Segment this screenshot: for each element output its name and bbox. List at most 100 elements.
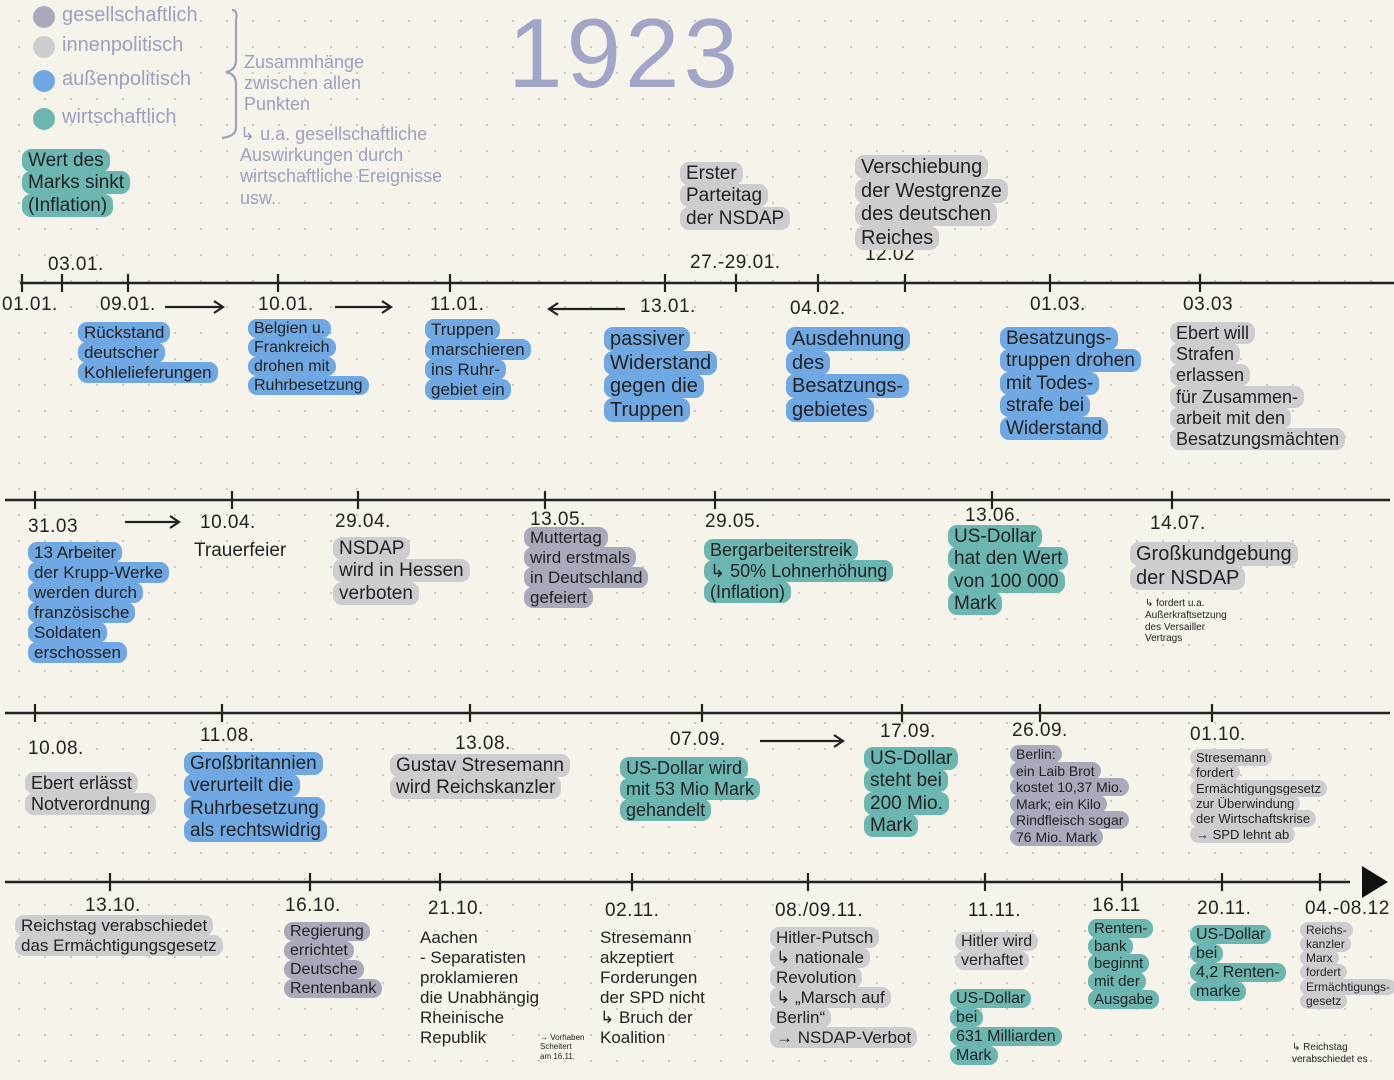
event-date: 01.10. [1190, 724, 1246, 745]
event-text-text: Hitler wird verhaftet [955, 932, 1039, 970]
event-text: US-Dollar steht bei 200 Mio. Mark [864, 747, 959, 838]
event-text: Wert des Marks sinkt (Inflation) [22, 149, 131, 217]
event-date: 11.11. [968, 900, 1022, 921]
event-text: 13 Arbeiter der Krupp-Werke werden durch… [28, 542, 170, 664]
event-date: 16.10. [285, 895, 341, 916]
legend-swatch [33, 108, 55, 130]
event-text: passiver Widerstand gegen die Truppen [604, 327, 718, 422]
event-text: Trauerfeier [194, 540, 286, 562]
event-date: 20.11. [1197, 898, 1252, 919]
event-text-text: Verschiebung der Westgrenze des deutsche… [855, 155, 1008, 250]
event-text-text: Rückstand deutscher Kohlelieferungen [78, 322, 218, 384]
event-text-text: Truppen marschieren ins Ruhr- gebiet ein [425, 319, 531, 401]
event-text-text: Aachen - Separatisten proklamieren die U… [420, 928, 540, 1048]
event-text-text: Ausdehnung des Besatzungs- gebietes [786, 327, 911, 422]
event-date: 13.06. [965, 505, 1021, 526]
timeline-arrowhead [1362, 866, 1388, 898]
event-date: 09.01. [100, 294, 156, 315]
event-date: 29.04. [335, 511, 391, 532]
event-date: 31.03 [28, 516, 79, 537]
arrow [335, 300, 393, 314]
event-text: Großkundgebung der NSDAP [1130, 542, 1298, 590]
arrow [165, 300, 225, 314]
event-text-text: Berlin: ein Laib Brot kostet 10,37 Mio. … [1010, 745, 1130, 846]
event-date: 11.01. [430, 294, 485, 315]
event-date: 04.02. [790, 298, 846, 319]
event-text-text: US-Dollar wird mit 53 Mio Mark gehandelt [620, 757, 761, 822]
event-text-text: US-Dollar bei 4,2 Renten- marke [1190, 925, 1286, 1001]
event-date: 27.-29.01. [690, 252, 781, 273]
event-text: Regierung errichtet Deutsche Rentenbank [284, 922, 383, 999]
event-text: US-Dollar hat den Wert von 100 000 Mark [948, 525, 1069, 616]
event-text: Renten- bank beginnt mit der Ausgabe [1088, 919, 1160, 1009]
event-extra: US-Dollar bei 631 Milliarden Mark [950, 989, 1062, 1066]
event-text-text: Hitler-Putsch ↳ nationale Revolution ↳ „… [770, 927, 918, 1049]
event-text: Rückstand deutscher Kohlelieferungen [78, 322, 218, 384]
event-text: Reichstag verabschiedet das Ermächtigung… [15, 915, 223, 957]
event-text: Ausdehnung des Besatzungs- gebietes [786, 327, 911, 422]
event-text-text: Trauerfeier [194, 540, 287, 561]
event-date: 10.04. [200, 512, 256, 533]
event-text-text: US-Dollar steht bei 200 Mio. Mark [864, 747, 959, 838]
event-text-text: Stresemann fordert Ermächtigungsgesetz z… [1190, 749, 1328, 843]
event-text: Truppen marschieren ins Ruhr- gebiet ein [425, 319, 531, 401]
event-note: ↳ Reichstag verabschiedet es [1292, 1042, 1368, 1065]
arrows [125, 8, 845, 748]
event-text: US-Dollar bei 4,2 Renten- marke [1190, 925, 1286, 1002]
event-date: 14.07. [1150, 513, 1206, 534]
event-date: 11.08. [200, 725, 255, 746]
event-text: Hitler wird verhaftet [955, 932, 1039, 971]
event-text: Hitler-Putsch ↳ nationale Revolution ↳ „… [770, 927, 918, 1049]
legend-label: innenpolitisch [62, 34, 184, 56]
legend-note: Zusammhänge zwischen allen Punkten [244, 52, 365, 115]
event-text-text: Ebert erlässt Notverordnung [25, 772, 157, 816]
event-date: 07.09. [670, 729, 726, 750]
event-text-text: Großkundgebung der NSDAP [1130, 542, 1298, 590]
event-date: 21.10. [428, 898, 484, 919]
event-text-text: Reichs- kanzler Marx fordert Ermächtigun… [1300, 922, 1394, 1009]
legend-label: wirtschaftlich [62, 106, 177, 128]
legend-label: außenpolitisch [62, 68, 191, 90]
event-text-text: Wert des Marks sinkt (Inflation) [22, 149, 131, 217]
event-text-text: passiver Widerstand gegen die Truppen [604, 327, 718, 422]
event-date: 16.11 [1092, 895, 1141, 916]
event-date: 13.08. [455, 733, 511, 754]
event-text-text: Ebert will Strafen erlassen für Zusammen… [1170, 322, 1346, 451]
event-date: 17.09. [880, 721, 936, 742]
event-date: 01.01. [2, 294, 58, 315]
event-date: 03.03 [1183, 294, 1234, 315]
event-text: Berlin: ein Laib Brot kostet 10,37 Mio. … [1010, 745, 1130, 846]
page-title: 1923 [508, 0, 743, 108]
arrow [760, 734, 845, 748]
legend-subnote: ↳ u.a. gesellschaftliche Auswirkungen du… [240, 124, 443, 208]
event-text: Ebert erlässt Notverordnung [25, 772, 157, 816]
event-text-text: Bergarbeiterstreik ↳ 50% Lohnerhöhung (I… [704, 539, 894, 604]
legend-swatch [33, 70, 55, 92]
event-text-text: NSDAP wird in Hessen verboten [333, 537, 470, 605]
event-text-text: Besatzungs- truppen drohen mit Todes- st… [1000, 327, 1141, 440]
event-text-text: Großbritannien verurteilt die Ruhrbesetz… [184, 752, 327, 843]
event-text-text: Renten- bank beginnt mit der Ausgabe [1088, 919, 1160, 1009]
event-text: Bergarbeiterstreik ↳ 50% Lohnerhöhung (I… [704, 539, 894, 604]
bracket [221, 8, 238, 140]
event-note: ↳ fordert u.a. Außerkraftsetzung des Ver… [1145, 598, 1227, 645]
event-text: Besatzungs- truppen drohen mit Todes- st… [1000, 327, 1141, 440]
event-date: 13.01. [640, 296, 696, 317]
event-note: → Vorhaben Scheitert am 16.11. [540, 1033, 585, 1061]
event-text: Gustav Stresemann wird Reichskanzler [390, 754, 570, 800]
event-text-text: Reichstag verabschiedet das Ermächtigung… [15, 915, 223, 957]
event-text: Verschiebung der Westgrenze des deutsche… [855, 155, 1008, 250]
event-date: 08./09.11. [775, 900, 864, 921]
legend-swatch [33, 36, 55, 58]
event-text: US-Dollar wird mit 53 Mio Mark gehandelt [620, 757, 761, 822]
event-date: 10.08. [28, 738, 84, 759]
event-text-text: Belgien u. Frankreich drohen mit Ruhrbes… [248, 319, 369, 395]
event-date: 26.09. [1012, 720, 1068, 741]
event-text-text: Gustav Stresemann wird Reichskanzler [390, 754, 570, 800]
event-text: NSDAP wird in Hessen verboten [333, 537, 470, 605]
legend-label: gesellschaftlich [62, 4, 198, 26]
event-text-text: Regierung errichtet Deutsche Rentenbank [284, 922, 383, 998]
event-date: 04.-08.12 [1305, 898, 1390, 919]
event-date: 10.01. [258, 294, 314, 315]
